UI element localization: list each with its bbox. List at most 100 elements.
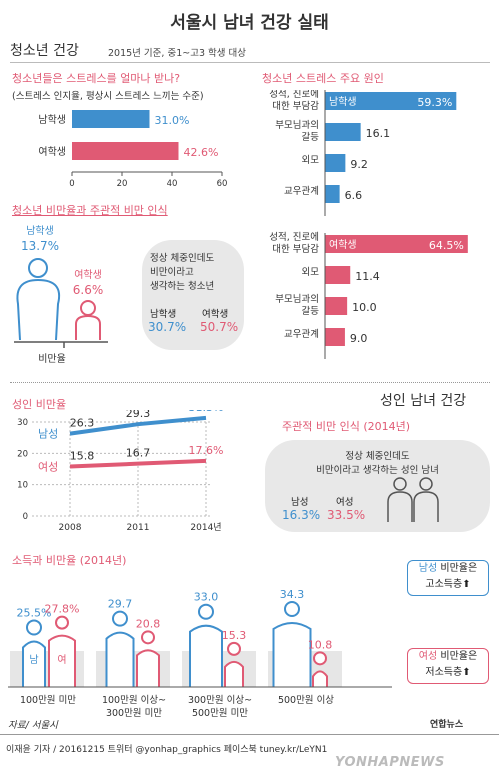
adult-perception-text: 정상 체중인데도 비만이라고 생각하는 성인 남녀 xyxy=(265,450,490,478)
adult-ytick-label: 20 xyxy=(17,449,28,459)
source: 자료/ 서울시 xyxy=(8,720,58,731)
adult-value-label: 16.7 xyxy=(126,447,151,460)
income-male-figure xyxy=(272,600,312,687)
stress-cat-label: 여학생 xyxy=(38,146,66,158)
youth-obesity-heading: 청소년 비만율과 주관적 비만 인식 xyxy=(12,204,168,217)
female-income-note: 여성 비만율은 저소득층⬆ xyxy=(407,648,489,684)
income-female-figure xyxy=(312,651,328,687)
brand-watermark: YONHAPNEWS xyxy=(335,755,445,770)
adult-obesity-chart: 30 20 10 0 2008 2011 2014년 남성 26.3 29.3 31.3% 여성 15.… xyxy=(17,410,224,533)
cause-cat-label: 부모님과의 xyxy=(275,294,319,305)
income-female-value: 20.8 xyxy=(136,617,161,630)
brand-small: 연합뉴스 xyxy=(430,720,464,730)
adult-heading: 성인 남녀 건강 xyxy=(380,393,467,409)
adult-series-line xyxy=(69,415,207,436)
income-cat-label: 100만원 미만 xyxy=(20,695,76,706)
income-female-value: 27.8% xyxy=(45,603,80,616)
cause-bar xyxy=(325,123,361,141)
perception-female-value: 50.7% xyxy=(200,320,239,334)
adult-series-name: 여성 xyxy=(38,460,58,473)
stress-tick-label: 40 xyxy=(167,179,178,189)
income-male-value: 34.3 xyxy=(280,588,305,601)
income-cat-label: 500만원 이상 xyxy=(278,695,334,706)
perception-line-1: 정상 체중인데도 xyxy=(150,253,215,264)
adult-obesity-heading: 성인 비만율 xyxy=(12,398,67,411)
adult-ytick-label: 10 xyxy=(17,481,28,491)
adult-perception-line-2: 비만이라고 생각하는 성인 남녀 xyxy=(316,465,439,476)
cause-bar xyxy=(325,328,345,346)
adult-value-label: 15.8 xyxy=(70,449,95,462)
note-male-b: 비만율은 xyxy=(440,563,478,574)
stress-question: 청소년들은 스트레스를 얼마나 받나? xyxy=(12,72,181,85)
youth-male-label: 남학생 xyxy=(26,225,54,237)
youth-basis: 2015년 기준, 중1~고3 학생 대상 xyxy=(108,48,246,59)
cause-series-label: 여학생 xyxy=(329,239,357,251)
cause-bar xyxy=(325,185,340,203)
income-male-figure xyxy=(105,610,135,687)
divider xyxy=(10,62,490,63)
stress-cat-label: 남학생 xyxy=(38,114,66,126)
income-male-figure xyxy=(22,619,46,687)
youth-male-value: 13.7% xyxy=(21,239,59,253)
stress-tick-label: 20 xyxy=(117,179,128,189)
perception-bubble xyxy=(142,240,244,350)
income-cat-label: 100만원 이상~ xyxy=(102,695,166,706)
income-female-value: 15.3 xyxy=(222,629,247,642)
adult-ytick-label: 0 xyxy=(23,512,28,522)
youth-female-label: 여학생 xyxy=(74,269,102,281)
stress-value-label: 42.6% xyxy=(184,146,219,159)
stress-tick-label: 0 xyxy=(69,179,74,189)
cause-cat-label: 대한 부담감 xyxy=(272,243,319,255)
income-female-value: 10.8 xyxy=(308,638,333,651)
adult-xtick-label: 2014년 xyxy=(190,522,221,533)
cause-cat-label: 갈등 xyxy=(302,305,320,317)
youth-male-figure xyxy=(16,258,60,341)
credit: 이재윤 기자 / 20161215 트위터 @yonhap_graphics 페… xyxy=(6,745,328,755)
perception-line-2: 비만이라고 xyxy=(150,267,194,278)
footer-divider xyxy=(0,734,499,735)
cause-cat-label: 대한 부담감 xyxy=(272,100,319,112)
cause-bar xyxy=(325,154,346,172)
adult-perception-line-1: 정상 체중인데도 xyxy=(345,451,410,462)
adult-series-line xyxy=(69,458,207,469)
stress-level-chart: 남학생 31.0% 여학생 42.6% 0 20 40 60 xyxy=(38,110,227,189)
income-female-figure xyxy=(48,615,76,687)
note-female-c: 저소득층⬆ xyxy=(425,667,471,678)
income-male-figure xyxy=(189,603,223,687)
cause-bar xyxy=(325,92,457,110)
cause-value-label: 9.0 xyxy=(350,332,368,345)
income-chart: 25.5%27.8% 남 여 100만원 미만 29.720.8 100만원 이상~ 300… xyxy=(8,588,392,719)
adult-perception-male-value: 16.3% xyxy=(282,508,321,522)
cause-cat-label: 갈등 xyxy=(302,131,320,143)
income-cat-label: 500만원 미만 xyxy=(192,708,248,719)
adult-value-label: 31.3% xyxy=(189,410,224,414)
cause-cat-label: 외모 xyxy=(302,154,320,166)
income-cat-label: 300만원 미만 xyxy=(106,708,162,719)
adult-ytick-label: 30 xyxy=(17,418,28,428)
adult-xtick-label: 2008 xyxy=(59,523,82,533)
cause-series-label: 남학생 xyxy=(329,96,357,108)
cause-cat-label: 교우관계 xyxy=(284,185,319,197)
income-heading: 소득과 비만율 (2014년) xyxy=(12,554,127,567)
cause-value-label: 10.0 xyxy=(352,301,377,314)
cause-cat-label: 교우관계 xyxy=(284,328,319,340)
perception-female-label: 여학생 xyxy=(202,309,229,320)
stress-bar xyxy=(72,110,150,128)
adult-value-label: 29.3 xyxy=(126,410,151,420)
adult-couple-icon xyxy=(387,477,439,522)
stress-value-label: 31.0% xyxy=(155,114,190,127)
perception-line-3: 생각하는 청소년 xyxy=(150,281,215,292)
adult-perception-female-label: 여성 xyxy=(336,497,354,508)
cause-value-label: 6.6 xyxy=(345,189,363,202)
cause-value-label: 11.4 xyxy=(355,270,380,283)
adult-series-name: 남성 xyxy=(38,428,58,441)
cause-bar xyxy=(325,297,348,315)
stress-note: (스트레스 인지율, 평상시 스트레스 느끼는 수준) xyxy=(12,91,204,102)
perception-text: 정상 체중인데도 비만이라고 생각하는 청소년 xyxy=(150,252,214,294)
income-fig-female-label: 여 xyxy=(57,654,66,666)
note-male-c: 고소득층⬆ xyxy=(425,579,471,590)
adult-perception-male-label: 남성 xyxy=(291,497,309,508)
youth-female-figure xyxy=(75,300,101,340)
income-female-figure xyxy=(224,641,244,687)
